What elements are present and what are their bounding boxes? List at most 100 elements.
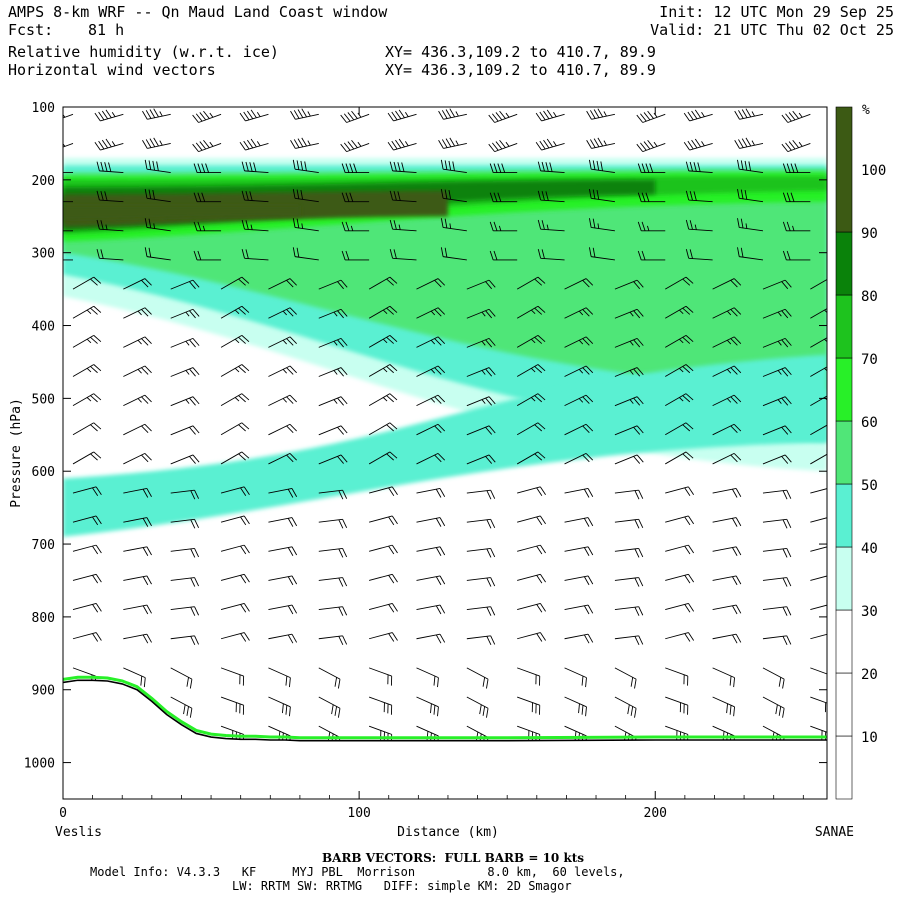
barb-staff	[564, 307, 587, 319]
wind-barb	[762, 308, 792, 319]
barb-flag	[293, 139, 300, 148]
wind-barb	[416, 575, 446, 586]
barb-half-flag	[256, 112, 261, 117]
barb-half-flag	[745, 223, 748, 229]
wind-barb	[389, 219, 417, 232]
wind-barb	[416, 604, 446, 615]
barb-flag	[537, 451, 546, 459]
barb-flag	[534, 424, 543, 432]
barb-flag	[440, 159, 444, 170]
barb-staff	[294, 227, 319, 232]
barb-flag	[782, 636, 788, 646]
barb-flag	[341, 221, 346, 231]
barb-flag	[338, 548, 344, 558]
barb-flag	[535, 112, 542, 122]
barb-staff	[564, 633, 589, 640]
barb-staff	[244, 228, 269, 232]
barb-half-flag	[603, 140, 607, 146]
barb-flag	[782, 192, 787, 202]
barb-staff	[466, 606, 491, 611]
barb-staff	[369, 632, 393, 640]
barb-flag	[693, 191, 697, 201]
barb-half-flag	[449, 223, 452, 229]
barb-flag	[732, 576, 738, 586]
barb-staff	[564, 394, 587, 407]
barb-half-flag	[679, 338, 684, 344]
barb-half-flag	[282, 369, 287, 374]
wind-barb	[466, 367, 496, 377]
barb-staff	[392, 257, 417, 261]
barb-flag	[301, 137, 307, 147]
wind-barb	[220, 451, 250, 465]
wind-barb	[123, 394, 152, 407]
barb-staff	[517, 486, 541, 494]
barb-staff	[516, 276, 539, 290]
barb-flag	[287, 488, 294, 498]
barb-flag	[830, 546, 835, 554]
wind-barb	[220, 696, 245, 715]
barb-flag	[387, 112, 394, 122]
barb-flag	[735, 546, 742, 556]
wind-barb	[63, 172, 73, 174]
barb-flag	[304, 161, 307, 171]
barb-flag	[586, 140, 592, 149]
barb-half-flag	[726, 339, 732, 345]
y-tick-label: 800	[32, 611, 55, 626]
wind-barb	[737, 247, 764, 261]
barb-flag	[499, 110, 506, 119]
barb-half-flag	[86, 338, 92, 344]
wind-barb	[564, 394, 594, 407]
barb-half-flag	[653, 112, 658, 118]
barb-staff	[591, 168, 615, 174]
barb-flag	[485, 339, 493, 348]
barb-flag	[539, 140, 546, 150]
barb-flag	[597, 108, 604, 118]
barb-staff	[416, 517, 441, 523]
barb-flag	[337, 339, 344, 348]
wind-barb	[537, 219, 565, 232]
barb-staff	[466, 577, 491, 581]
barb-flag	[596, 190, 600, 200]
barb-staff	[220, 667, 244, 677]
barb-flag	[205, 163, 210, 173]
barb-staff	[72, 544, 97, 552]
barb-flag	[95, 574, 102, 583]
barb-staff	[466, 454, 490, 465]
barb-staff	[564, 488, 589, 494]
wind-barb	[665, 305, 694, 319]
barb-half-flag	[357, 112, 362, 118]
barb-flag	[491, 142, 499, 151]
barb-half-flag	[798, 141, 803, 147]
wind-barb	[564, 633, 594, 644]
barb-staff	[245, 142, 269, 151]
barb-flag	[490, 548, 496, 558]
wind-barb	[665, 393, 694, 407]
barb-flag	[430, 703, 432, 714]
barb-staff	[268, 307, 291, 319]
barb-staff	[368, 667, 392, 677]
wind-barb	[416, 307, 446, 319]
barb-flag	[782, 250, 787, 261]
wind-barb	[665, 364, 694, 377]
barb-flag	[290, 110, 296, 120]
barb-half-flag	[777, 370, 782, 375]
barb-flag	[634, 577, 640, 587]
barb-flag	[536, 575, 543, 584]
y-tick-label: 500	[32, 392, 55, 407]
barb-staff	[369, 486, 393, 494]
wind-barb	[268, 488, 298, 498]
wind-barb	[564, 604, 594, 615]
barb-flag	[685, 305, 694, 313]
barb-flag	[240, 633, 247, 642]
wind-barb	[368, 334, 398, 348]
wind-barb	[241, 190, 269, 203]
barb-staff	[466, 518, 491, 523]
barb-staff	[170, 667, 193, 680]
barb-staff	[268, 365, 291, 377]
barb-staff	[564, 575, 589, 581]
wind-barb	[614, 489, 644, 500]
wind-barb	[318, 489, 348, 500]
barb-staff	[466, 725, 489, 738]
wind-barb	[268, 365, 297, 377]
